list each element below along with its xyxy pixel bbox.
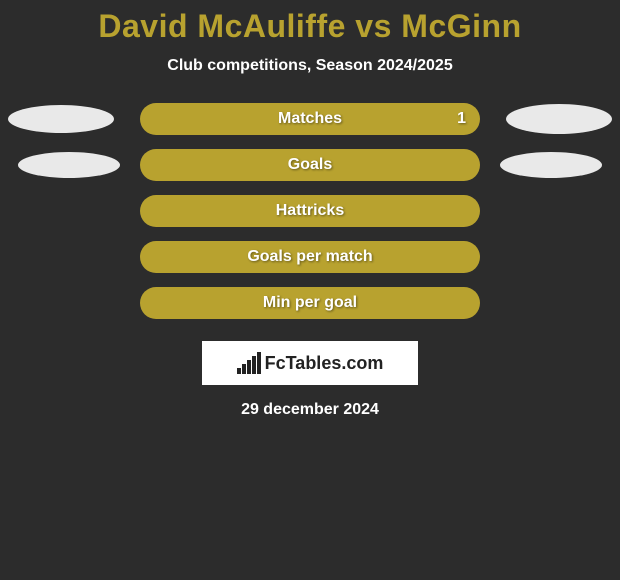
- stat-row: Matches 1: [0, 103, 620, 135]
- blob-left: [8, 105, 114, 133]
- subtitle: Club competitions, Season 2024/2025: [0, 57, 620, 75]
- stat-row: Min per goal: [0, 287, 620, 319]
- logo-bar: [242, 364, 246, 374]
- stat-label: Hattricks: [276, 202, 344, 220]
- vs-word: vs: [355, 8, 392, 44]
- stat-bar: Min per goal: [140, 287, 480, 319]
- player1-name: David McAuliffe: [98, 8, 346, 44]
- stat-label: Min per goal: [263, 294, 357, 312]
- barchart-icon: [237, 352, 263, 374]
- stat-bar: Goals per match: [140, 241, 480, 273]
- stat-label: Matches: [278, 110, 342, 128]
- blob-right: [506, 104, 612, 134]
- stat-label: Goals per match: [247, 248, 372, 266]
- headline: David McAuliffe vs McGinn: [0, 0, 620, 49]
- logo-bar: [237, 368, 241, 374]
- comparison-infographic: David McAuliffe vs McGinn Club competiti…: [0, 0, 620, 419]
- blob-right: [500, 152, 602, 178]
- blob-left: [18, 152, 120, 178]
- logo-bar: [257, 352, 261, 374]
- stat-bar: Goals: [140, 149, 480, 181]
- date-text: 29 december 2024: [0, 401, 620, 419]
- stat-label: Goals: [288, 156, 332, 174]
- stat-value-right: 1: [457, 110, 466, 128]
- stat-row: Goals: [0, 149, 620, 181]
- logo-text: FcTables.com: [265, 353, 384, 374]
- stat-rows: Matches 1 Goals Hattricks Goals per match Min…: [0, 103, 620, 319]
- logo-bar: [247, 360, 251, 374]
- stat-row: Goals per match: [0, 241, 620, 273]
- stat-bar: Matches 1: [140, 103, 480, 135]
- player2-name: McGinn: [401, 8, 521, 44]
- logo-box: FcTables.com: [202, 341, 418, 385]
- stat-bar: Hattricks: [140, 195, 480, 227]
- stat-row: Hattricks: [0, 195, 620, 227]
- logo-bar: [252, 356, 256, 374]
